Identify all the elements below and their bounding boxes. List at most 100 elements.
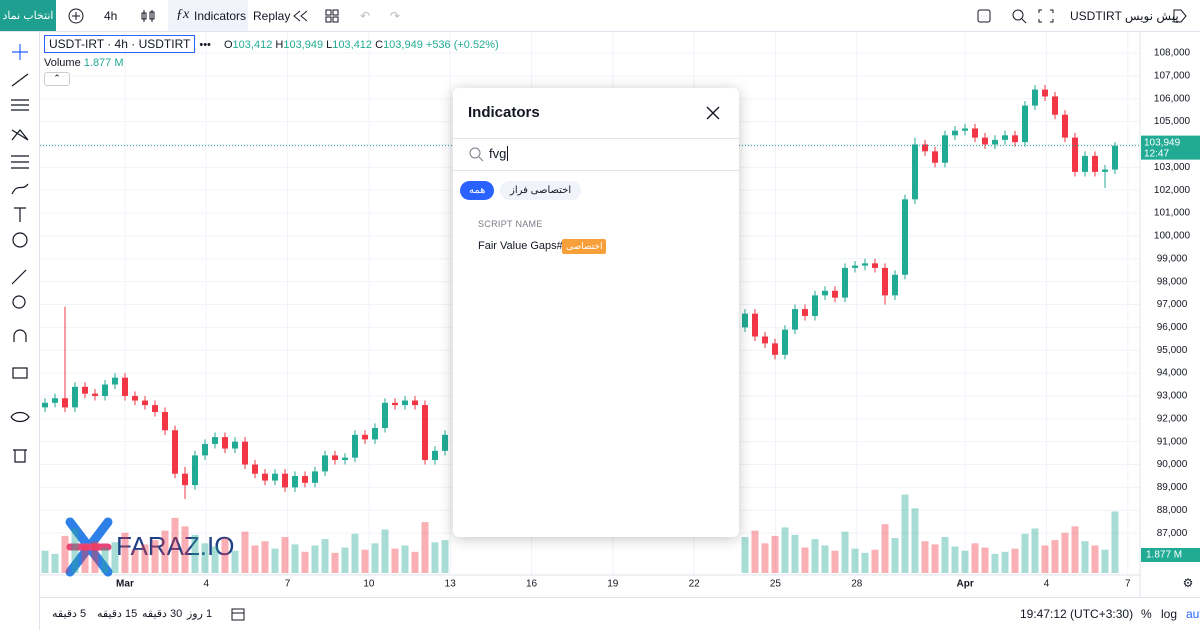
candle-body — [1012, 135, 1018, 143]
change: +536 (+0.52%) — [425, 39, 499, 51]
volume-bar — [121, 532, 129, 573]
search-input[interactable]: fvg — [489, 146, 509, 161]
candle-body — [922, 144, 928, 152]
volume-bar — [951, 546, 959, 573]
volume-bar — [71, 528, 79, 573]
chart-type-icon[interactable] — [140, 8, 156, 24]
volume-bar — [241, 531, 249, 573]
drawing-toolbar — [0, 32, 40, 630]
candle-body — [222, 437, 228, 449]
candle-body — [782, 329, 788, 355]
undo[interactable]: ↶ — [360, 9, 371, 23]
ohlc-value: 103,949 — [383, 39, 423, 51]
y-tick-label: 96,000 — [1157, 322, 1188, 333]
candle-body — [212, 437, 218, 444]
volume-bar — [141, 544, 149, 573]
clock: 19:47:12 (UTC+3:30) — [1020, 607, 1134, 621]
volume-bar — [881, 524, 889, 573]
timeframe-button[interactable]: 30 دقیقه — [142, 608, 183, 620]
candle-body — [762, 336, 768, 344]
date-range-icon[interactable] — [230, 606, 246, 622]
candle-body — [1082, 155, 1088, 172]
candle-body — [742, 313, 748, 328]
volume-bar — [201, 543, 209, 573]
volume-bar — [441, 540, 449, 573]
log-toggle[interactable]: log — [1161, 607, 1178, 621]
candle-body — [892, 274, 898, 296]
volume-bar — [981, 547, 989, 573]
tab-private[interactable]: اختصاصی فراز — [500, 181, 582, 200]
toolbar-icons — [293, 9, 339, 23]
volume-bar — [961, 550, 969, 573]
candle-body — [372, 427, 378, 440]
volume-bar — [761, 543, 769, 573]
candle-body — [122, 377, 128, 396]
x-tick-label: 7 — [1125, 579, 1131, 590]
candle-body — [842, 267, 848, 298]
close-button[interactable] — [706, 106, 720, 120]
result-name[interactable]: Fair Value Gaps# — [478, 240, 563, 252]
add-icon[interactable] — [68, 8, 84, 24]
replay-label[interactable]: Replay — [253, 9, 291, 23]
volume-bar — [291, 544, 299, 573]
candle-body — [142, 400, 148, 406]
candle-body — [1062, 114, 1068, 138]
volume-bar — [851, 548, 859, 573]
volume-bar — [361, 549, 369, 573]
timeframe-button[interactable]: 5 دقیقه — [52, 608, 87, 620]
volume-bar — [1001, 551, 1009, 573]
volume-bar — [1011, 548, 1019, 573]
volume-bar — [791, 534, 799, 573]
volume-bar — [261, 541, 269, 573]
timeframe-button[interactable]: 15 دقیقه — [97, 608, 138, 620]
collapse-button[interactable]: ⌃ — [44, 72, 70, 86]
legend-menu[interactable]: ••• — [199, 39, 211, 51]
volume-bar — [811, 539, 819, 573]
volume-bar — [421, 522, 429, 573]
auto-toggle[interactable]: auto — [1186, 607, 1200, 621]
volume-bar — [91, 541, 99, 573]
volume-bar — [411, 551, 419, 573]
logo: FARAZ.IO — [65, 517, 234, 577]
candle-body — [812, 295, 818, 316]
ohlc-label: H — [275, 39, 284, 51]
ohlc-value: 103,412 — [332, 39, 373, 51]
candle-body — [442, 434, 448, 451]
volume-bar — [771, 535, 779, 573]
candle-body — [402, 400, 408, 406]
volume-bar — [321, 539, 329, 573]
candle-body — [182, 473, 188, 486]
ohlc-value: 103,949 — [283, 39, 324, 51]
volume-label: Volume — [44, 57, 81, 69]
volume-bar — [741, 536, 749, 573]
timeframe-button[interactable]: 1 روز — [187, 608, 213, 620]
candle-body — [1022, 105, 1028, 143]
y-tick-label: 87,000 — [1157, 528, 1188, 539]
y-tick-label: 102,000 — [1154, 185, 1191, 196]
indicators-label[interactable]: Indicators — [194, 9, 247, 23]
candle-body — [152, 405, 158, 412]
tab-all[interactable]: همه — [460, 181, 495, 200]
volume-bar — [931, 544, 939, 573]
candle-body — [1072, 137, 1078, 172]
indicators-button[interactable] — [168, 0, 248, 31]
volume-bar — [301, 551, 309, 573]
redo[interactable]: ↷ — [390, 9, 401, 23]
candle-body — [82, 386, 88, 394]
y-tick-label: 106,000 — [1154, 93, 1191, 104]
symbol-button[interactable]: انتخاب نماد — [0, 0, 56, 31]
interval[interactable]: 4h — [104, 9, 118, 23]
volume-value: 1.877 M — [83, 57, 124, 69]
candle-body — [242, 441, 248, 465]
volume-bar — [831, 550, 839, 573]
candle-body — [112, 377, 118, 385]
candle-body — [902, 199, 908, 275]
percent-toggle[interactable]: % — [1141, 607, 1152, 621]
candle-body — [162, 411, 168, 431]
candle-body — [1002, 135, 1008, 140]
volume-bar — [271, 548, 279, 573]
y-tick-label: 91,000 — [1157, 436, 1188, 447]
volume-bar — [871, 549, 879, 573]
ohlc-value: 103,412 — [232, 39, 273, 51]
candle-body — [62, 398, 68, 408]
